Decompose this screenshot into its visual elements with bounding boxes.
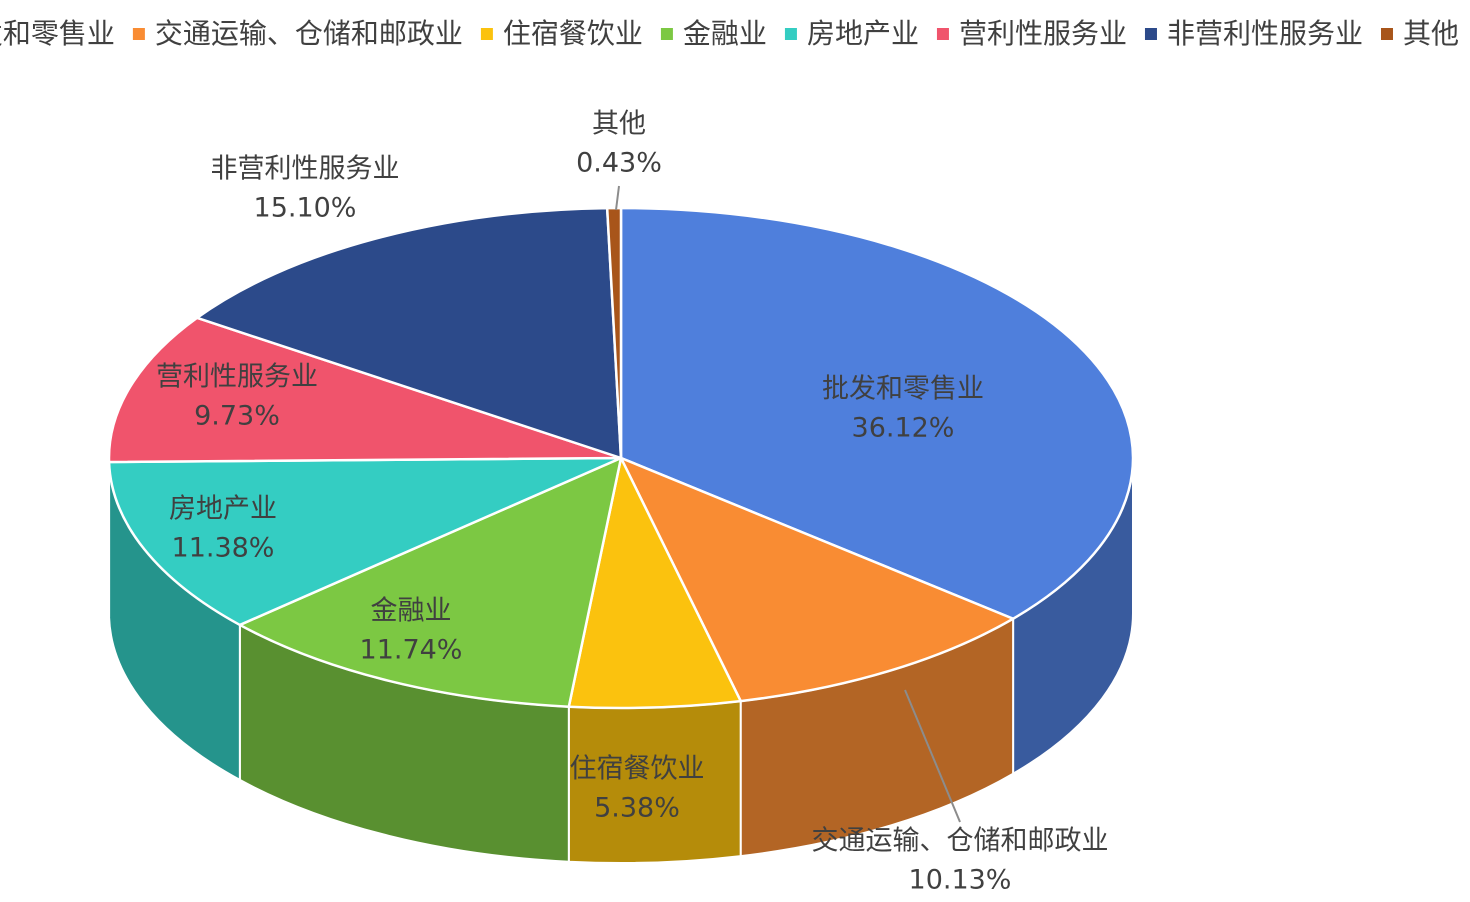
legend-label: 房地产业 xyxy=(807,17,919,50)
data-label-name: 批发和零售业 xyxy=(822,374,984,405)
legend-label: 其他 xyxy=(1403,17,1459,50)
data-label-value: 11.74% xyxy=(360,635,463,666)
legend-marker xyxy=(132,28,145,40)
slice xyxy=(238,456,623,708)
legend-label: 非营利性服务业 xyxy=(1167,17,1363,50)
data-label-value: 11.38% xyxy=(172,533,275,564)
leader-line xyxy=(904,689,961,823)
data-label-value: 0.43% xyxy=(576,148,662,179)
data-label-value: 10.13% xyxy=(909,865,1012,896)
data-label-name: 非营利性服务业 xyxy=(211,154,400,185)
legend-marker xyxy=(1144,28,1157,40)
slice xyxy=(107,456,623,627)
legend-label: 批发和零售业 xyxy=(0,17,115,50)
slice xyxy=(619,456,1015,703)
slice xyxy=(619,206,1135,621)
pie-sides xyxy=(108,457,1134,864)
legend-label: 营利性服务业 xyxy=(959,17,1127,50)
data-label-value: 15.10% xyxy=(254,193,357,224)
legend-label: 交通运输、仓储和邮政业 xyxy=(155,17,463,50)
data-label-value: 36.12% xyxy=(852,413,955,444)
pie-top xyxy=(107,206,1135,710)
leader-line xyxy=(615,185,620,211)
legend-marker xyxy=(1380,28,1393,40)
data-labels: 批发和零售业 36.12% 交通运输、仓储和邮政业 10.13% 住宿餐饮业 5.38% 金… xyxy=(156,109,1109,896)
data-label-value: 5.38% xyxy=(594,793,680,824)
slice xyxy=(195,206,623,460)
slice xyxy=(605,206,623,460)
data-label-name: 住宿餐饮业 xyxy=(570,754,705,785)
legend-label: 住宿餐饮业 xyxy=(503,17,643,50)
legend-marker xyxy=(784,28,797,40)
legend-label: 金融业 xyxy=(683,17,767,50)
data-label-name: 金融业 xyxy=(371,596,452,627)
data-label-name: 其他 xyxy=(592,109,646,140)
data-label-name: 营利性服务业 xyxy=(156,362,318,393)
legend-marker xyxy=(936,28,949,40)
legend: 批发和零售业 交通运输、仓储和邮政业 住宿餐饮业 金融业 房地产业 营利性服务业 非营利性服… xyxy=(0,17,1459,50)
data-label-name: 交通运输、仓储和邮政业 xyxy=(812,826,1109,857)
legend-marker xyxy=(480,28,493,40)
slice xyxy=(107,316,623,464)
data-label-name: 房地产业 xyxy=(169,494,277,525)
legend-marker xyxy=(660,28,673,40)
slice xyxy=(567,456,742,710)
data-label-value: 9.73% xyxy=(194,401,280,432)
